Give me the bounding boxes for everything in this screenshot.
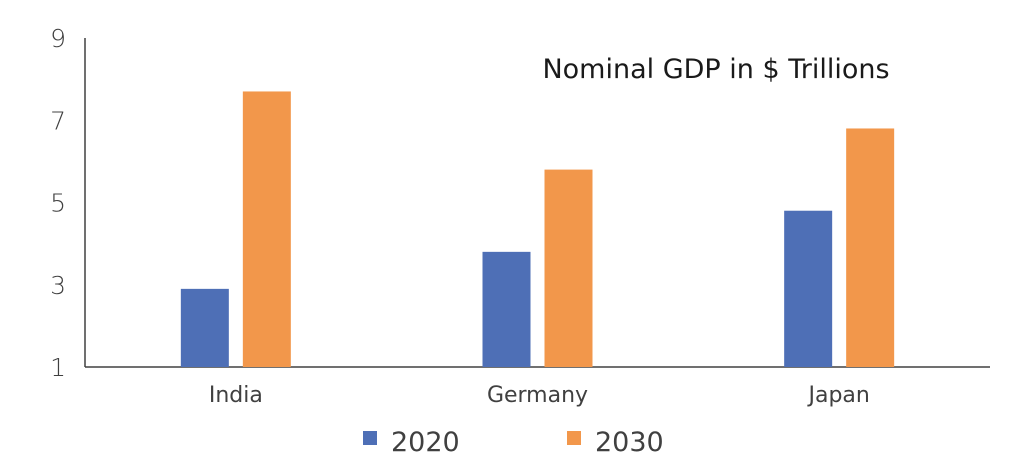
chart-title: Nominal GDP in $ Trillions bbox=[542, 54, 889, 85]
legend-label-2030: 2030 bbox=[595, 427, 664, 458]
bars-group bbox=[180, 91, 895, 368]
y-tick-label: 7 bbox=[50, 106, 66, 135]
bar-germany-2020 bbox=[482, 251, 531, 367]
x-category-label: Japan bbox=[806, 383, 869, 408]
y-tick-label: 3 bbox=[50, 271, 66, 300]
x-category-label: India bbox=[209, 383, 263, 408]
y-axis: 1 3 5 7 9 bbox=[50, 24, 86, 382]
y-tick-label: 9 bbox=[50, 24, 66, 53]
y-tick-label: 5 bbox=[50, 189, 66, 218]
bar-japan-2030 bbox=[846, 128, 895, 367]
y-tick-label: 1 bbox=[50, 353, 66, 382]
bar-india-2020 bbox=[180, 288, 229, 367]
legend-swatch-2030 bbox=[567, 431, 581, 445]
x-category-label: Germany bbox=[487, 383, 588, 408]
bar-india-2030 bbox=[242, 91, 291, 368]
bar-japan-2020 bbox=[784, 210, 833, 367]
category-labels: India Germany Japan bbox=[209, 383, 870, 408]
bar-germany-2030 bbox=[544, 169, 593, 367]
legend-label-2020: 2020 bbox=[391, 427, 460, 458]
legend-swatch-2020 bbox=[363, 431, 377, 445]
legend: 2020 2030 bbox=[363, 427, 664, 458]
